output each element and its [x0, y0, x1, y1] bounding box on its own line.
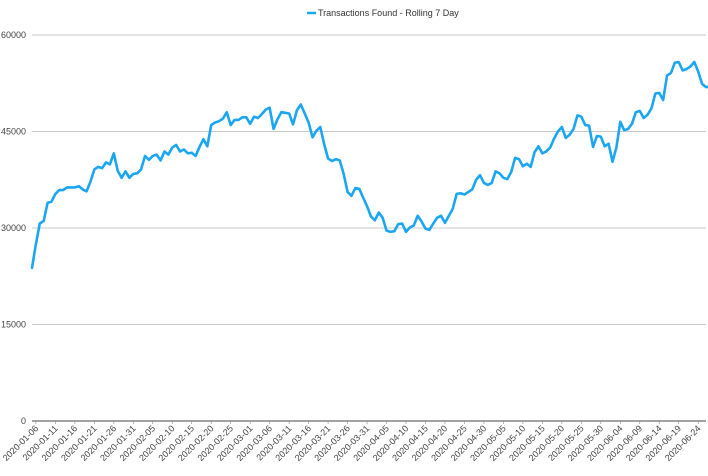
y-tick-label: 15000	[1, 320, 26, 330]
y-tick-label: 60000	[1, 30, 26, 40]
y-tick-label: 30000	[1, 223, 26, 233]
gridlines	[32, 34, 706, 422]
legend: Transactions Found - Rolling 7 Day	[307, 8, 459, 18]
series-layer	[30, 60, 708, 270]
y-axis: 0 15000 30000 45000 60000	[1, 30, 26, 426]
y-tick-label: 45000	[1, 127, 26, 137]
series-line	[30, 60, 708, 270]
legend-label: Transactions Found - Rolling 7 Day	[318, 8, 459, 18]
x-axis: 2020-01-062020-01-112020-01-162020-01-21…	[1, 421, 703, 463]
y-tick-label: 0	[21, 416, 26, 426]
